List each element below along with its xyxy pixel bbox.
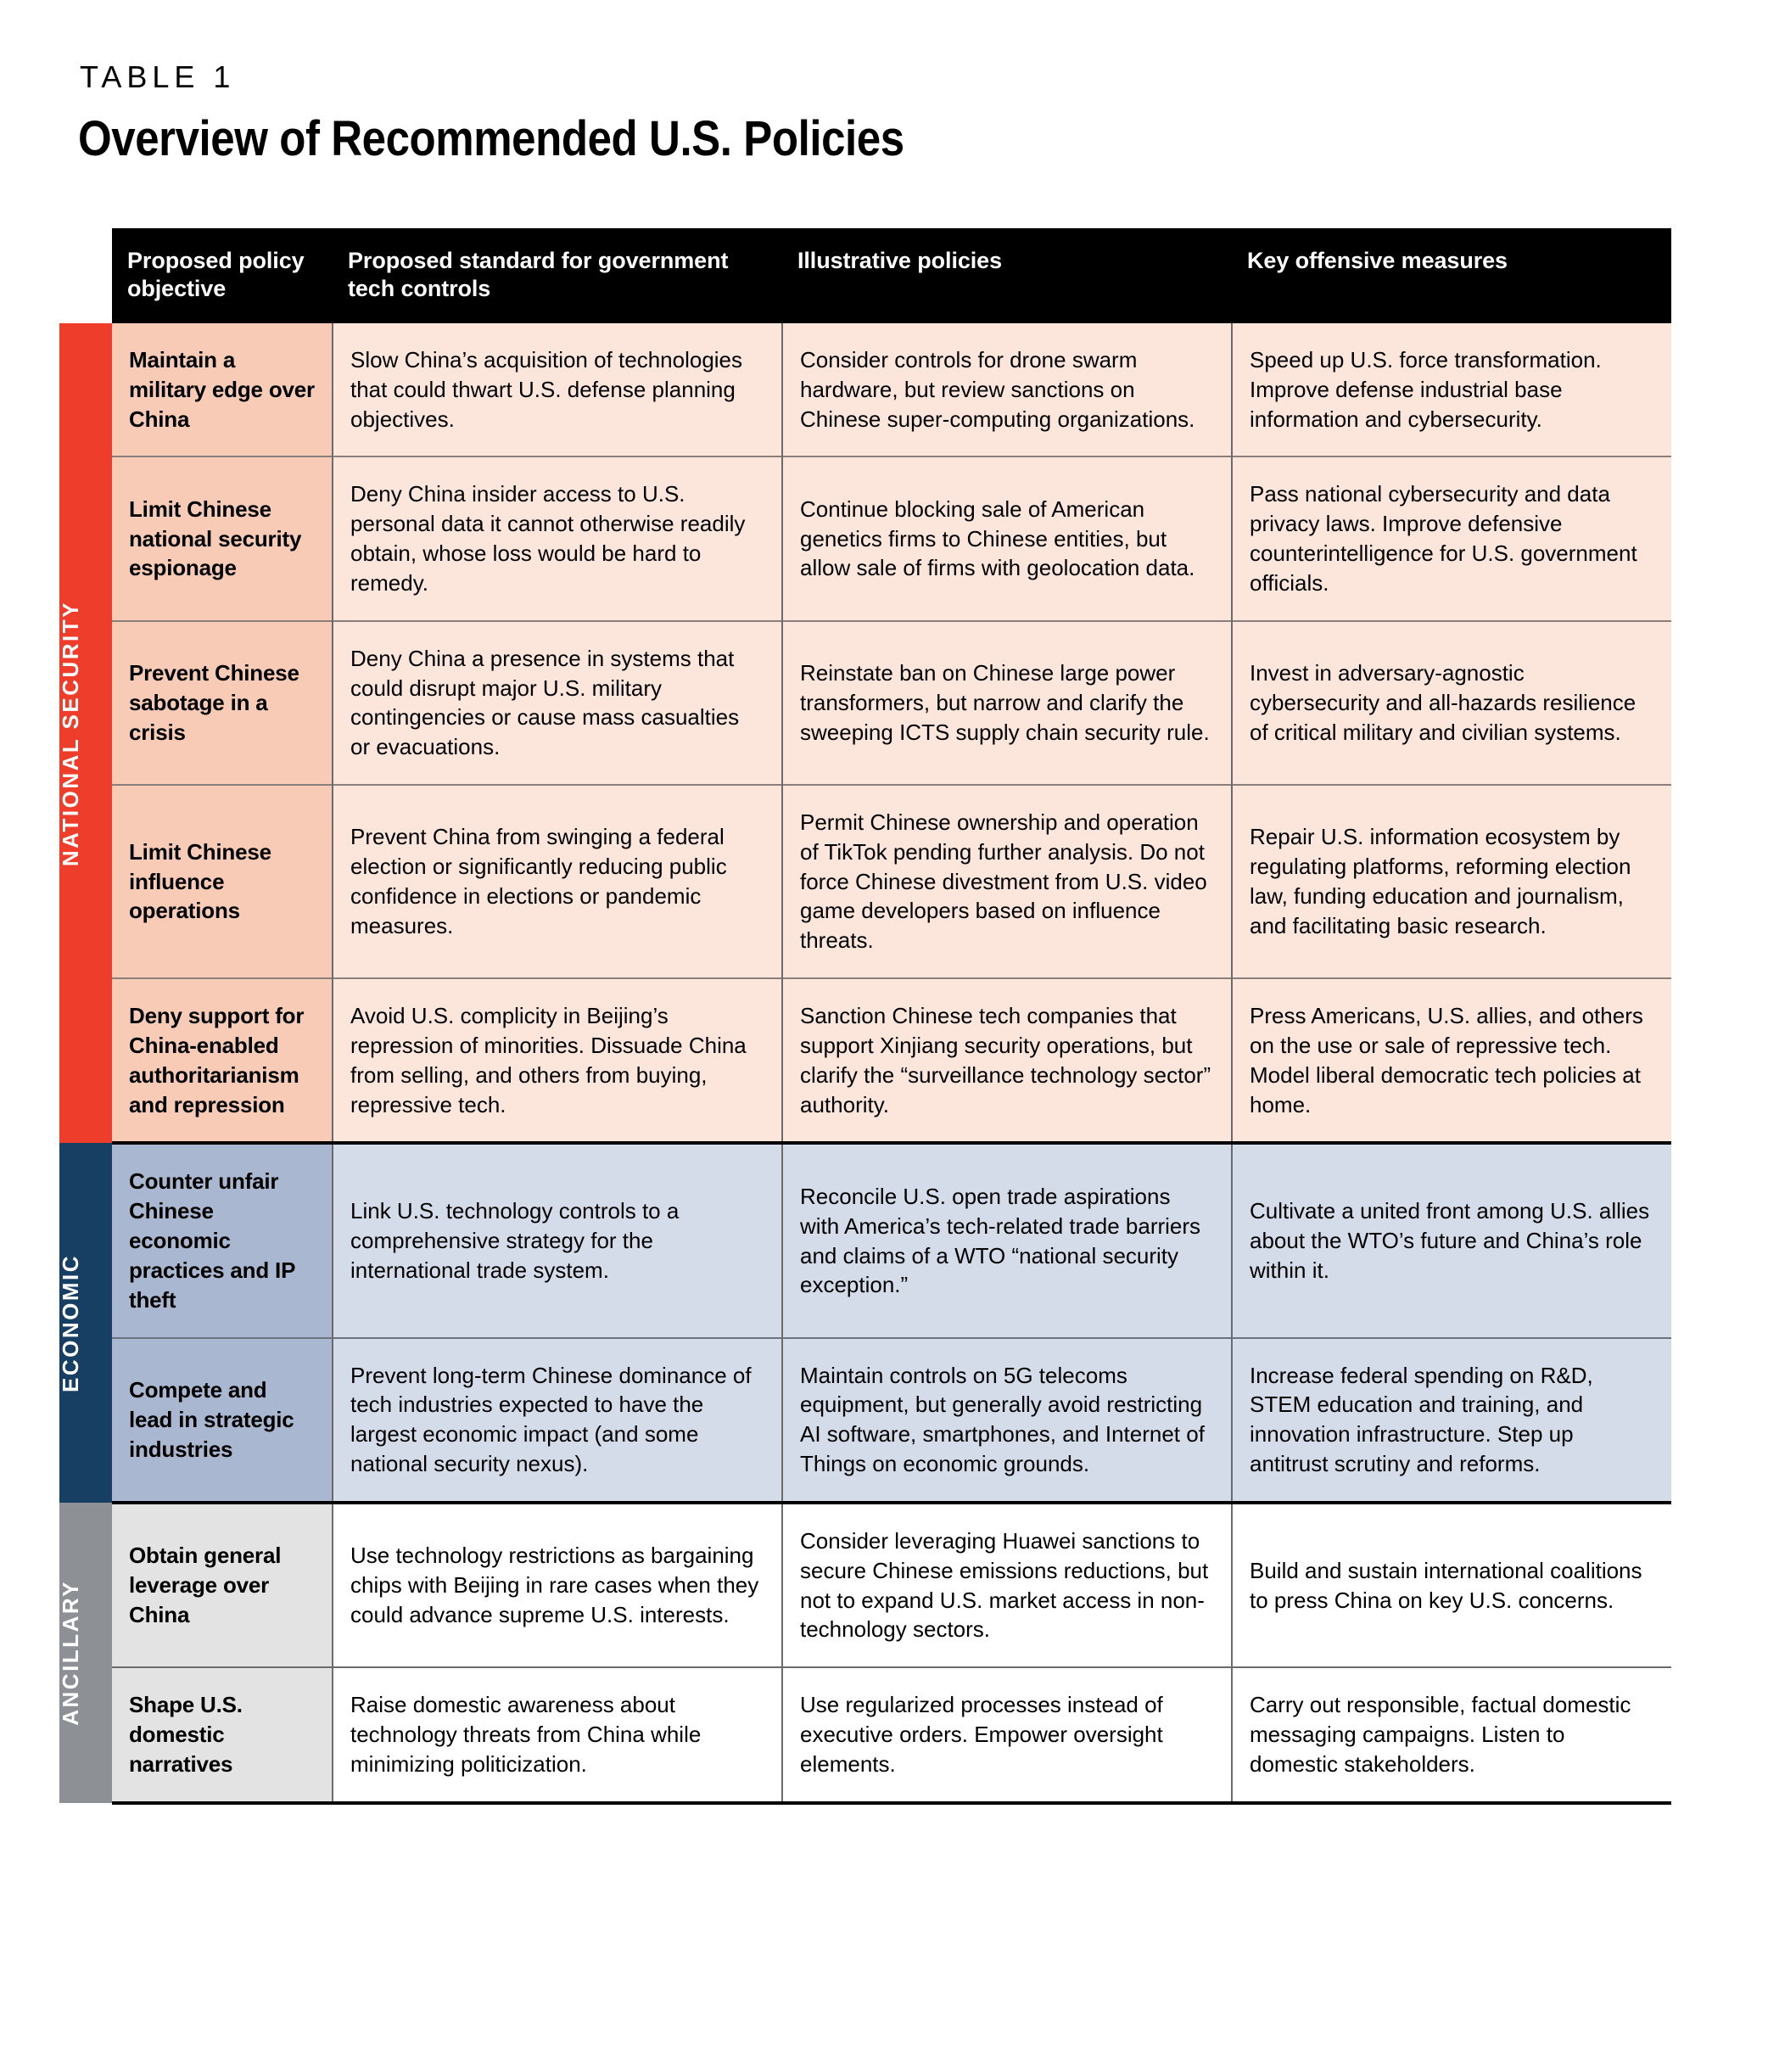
cell-offensive: Cultivate a united front among U.S. alli… bbox=[1231, 1141, 1671, 1338]
cell-objective: Limit Chinese national security espionag… bbox=[112, 456, 333, 621]
section-band-economic: ECONOMIC bbox=[58, 1143, 112, 1503]
table-row: Deny support for China-enabled authorita… bbox=[59, 977, 1671, 1144]
cell-objective: Maintain a military edge over China bbox=[112, 322, 333, 457]
table-row: Shape U.S. domestic narratives Raise dom… bbox=[59, 1666, 1671, 1805]
cell-illustrative: Continue blocking sale of American genet… bbox=[781, 456, 1232, 621]
section-band-national-security: NATIONAL SECURITY bbox=[58, 322, 112, 1144]
cell-standard: Avoid U.S. complicity in Beijing’s repre… bbox=[332, 977, 782, 1144]
cell-illustrative: Sanction Chinese tech companies that sup… bbox=[781, 977, 1232, 1144]
cell-offensive: Press Americans, U.S. allies, and others… bbox=[1231, 977, 1671, 1144]
cell-objective: Deny support for China-enabled authorita… bbox=[112, 977, 333, 1144]
table-row: Limit Chinese influence operations Preve… bbox=[59, 783, 1671, 979]
column-header-objective: Proposed policy objective bbox=[112, 228, 333, 323]
cell-standard: Deny China insider access to U.S. person… bbox=[332, 456, 782, 621]
cell-standard: Use technology restrictions as bargainin… bbox=[332, 1500, 782, 1668]
table-header: Proposed policy objective Proposed stand… bbox=[59, 228, 1671, 323]
policy-table-container: Proposed policy objective Proposed stand… bbox=[58, 228, 1690, 1805]
table-number-label: TABLE 1 bbox=[80, 59, 236, 94]
cell-standard: Slow China’s acquisition of technologies… bbox=[332, 322, 782, 457]
cell-illustrative: Reinstate ban on Chinese large power tra… bbox=[781, 619, 1232, 785]
cell-standard: Prevent China from swinging a federal el… bbox=[332, 783, 782, 979]
cell-offensive: Carry out responsible, factual domestic … bbox=[1231, 1666, 1671, 1805]
cell-objective: Prevent Chinese sabotage in a crisis bbox=[112, 619, 333, 785]
cell-illustrative: Reconcile U.S. open trade aspirations wi… bbox=[781, 1141, 1232, 1338]
section-band-label: ANCILLARY bbox=[58, 1579, 83, 1726]
column-header-illustrative: Illustrative policies bbox=[782, 228, 1232, 323]
column-header-offensive: Key offensive measures bbox=[1232, 228, 1671, 323]
header-row: Proposed policy objective Proposed stand… bbox=[59, 228, 1671, 323]
table-row: ANCILLARY Obtain general leverage over C… bbox=[58, 1500, 1671, 1803]
cell-standard: Link U.S. technology controls to a compr… bbox=[332, 1141, 782, 1338]
cell-objective: Limit Chinese influence operations bbox=[112, 783, 333, 979]
table-body: NATIONAL SECURITY Maintain a military ed… bbox=[58, 322, 1671, 1805]
cell-objective: Compete and lead in strategic industries bbox=[112, 1336, 333, 1503]
cell-offensive: Pass national cybersecurity and data pri… bbox=[1231, 456, 1671, 621]
cell-offensive: Repair U.S. information ecosystem by reg… bbox=[1231, 783, 1671, 979]
section-band-label: NATIONAL SECURITY bbox=[58, 600, 83, 866]
cell-illustrative: Permit Chinese ownership and operation o… bbox=[781, 783, 1232, 979]
section-band-ancillary: ANCILLARY bbox=[58, 1502, 112, 1803]
cell-offensive: Speed up U.S. force transformation. Impr… bbox=[1231, 322, 1671, 457]
cell-offensive: Increase federal spending on R&D, STEM e… bbox=[1231, 1336, 1671, 1503]
cell-illustrative: Consider controls for drone swarm hardwa… bbox=[781, 322, 1232, 457]
page-title: Overview of Recommended U.S. Policies bbox=[78, 111, 904, 166]
cell-offensive: Invest in adversary-agnostic cybersecuri… bbox=[1231, 619, 1671, 785]
page-root: TABLE 1 Overview of Recommended U.S. Pol… bbox=[58, 59, 1690, 1805]
band-header-spacer bbox=[59, 228, 112, 323]
table-row: ECONOMIC Counter unfair Chinese economic… bbox=[58, 1141, 1671, 1503]
table-row: Compete and lead in strategic industries… bbox=[59, 1336, 1671, 1503]
cell-standard: Deny China a presence in systems that co… bbox=[332, 619, 782, 785]
cell-standard: Raise domestic awareness about technolog… bbox=[332, 1666, 782, 1805]
cell-objective: Shape U.S. domestic narratives bbox=[112, 1666, 333, 1805]
cell-standard: Prevent long-term Chinese dominance of t… bbox=[332, 1336, 782, 1503]
table-row: Prevent Chinese sabotage in a crisis Den… bbox=[59, 619, 1671, 785]
cell-objective: Counter unfair Chinese economic practice… bbox=[112, 1141, 333, 1338]
cell-illustrative: Maintain controls on 5G telecoms equipme… bbox=[781, 1336, 1232, 1503]
column-header-standard: Proposed standard for government tech co… bbox=[333, 228, 782, 323]
cell-illustrative: Consider leveraging Huawei sanctions to … bbox=[781, 1500, 1232, 1668]
policy-table: Proposed policy objective Proposed stand… bbox=[58, 228, 1671, 1805]
section-band-label: ECONOMIC bbox=[58, 1253, 83, 1392]
cell-objective: Obtain general leverage over China bbox=[112, 1500, 333, 1668]
cell-illustrative: Use regularized processes instead of exe… bbox=[781, 1666, 1232, 1805]
table-row: Limit Chinese national security espionag… bbox=[59, 456, 1671, 621]
table-row: NATIONAL SECURITY Maintain a military ed… bbox=[58, 322, 1671, 1144]
cell-offensive: Build and sustain international coalitio… bbox=[1231, 1500, 1671, 1668]
